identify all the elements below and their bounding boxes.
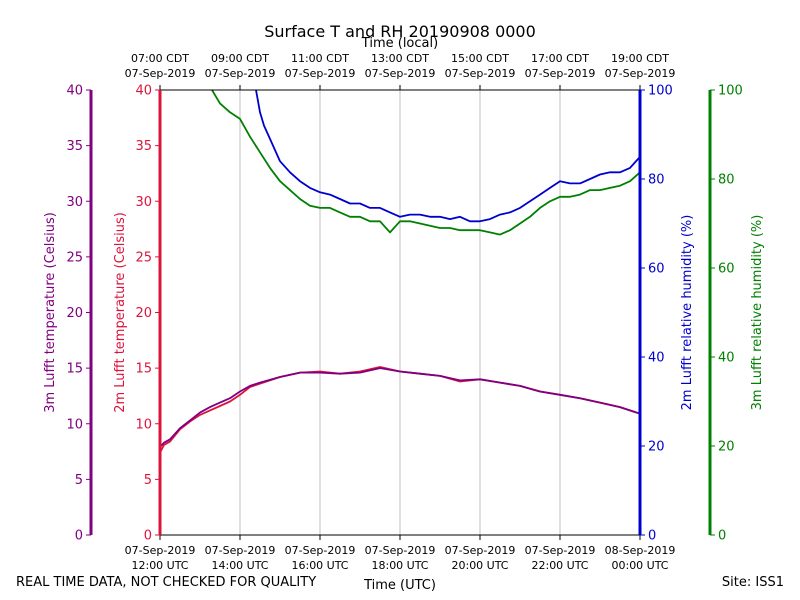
y-tick-label: 60 <box>718 262 735 277</box>
top-tick-label-time: 17:00 CDT <box>531 52 589 65</box>
y-tick-label: 35 <box>66 139 83 154</box>
top-tick-label-time: 15:00 CDT <box>451 52 509 65</box>
y-axis-label: 3m Lufft temperature (Celsius) <box>43 212 58 413</box>
x-tick-label-time: 16:00 UTC <box>291 559 348 572</box>
x-tick-label-time: 14:00 UTC <box>211 559 268 572</box>
top-axis-title: Time (local) <box>361 36 438 51</box>
y-axis-t2m: 0 5 10 15 20 25 30 35 40 2m Lufft temperature (Ce… <box>113 84 162 544</box>
y-tick-label: 25 <box>135 250 152 265</box>
y-tick-label: 0 <box>648 529 656 544</box>
x-tick-label-date: 08-Sep-2019 <box>605 544 676 557</box>
series-line-rh2m <box>255 90 640 223</box>
y-tick-label: 30 <box>135 195 152 210</box>
y-tick-label: 0 <box>75 529 83 544</box>
top-tick-label-time: 11:00 CDT <box>291 52 349 65</box>
top-tick-label-time: 07:00 CDT <box>131 52 189 65</box>
chart-title: Surface T and RH 20190908 0000 <box>264 22 536 41</box>
top-tick-label-date: 07-Sep-2019 <box>605 67 676 80</box>
x-tick-label-date: 07-Sep-2019 <box>205 544 276 557</box>
quality-disclaimer: REAL TIME DATA, NOT CHECKED FOR QUALITY <box>16 575 317 590</box>
y-tick-label: 35 <box>135 139 152 154</box>
y-tick-label: 100 <box>648 84 673 99</box>
y-tick-label: 30 <box>66 195 83 210</box>
x-tick-label-time: 20:00 UTC <box>451 559 508 572</box>
series-layer <box>160 90 640 454</box>
top-tick-label-date: 07-Sep-2019 <box>285 67 356 80</box>
x-tick-label-date: 07-Sep-2019 <box>365 544 436 557</box>
y-tick-label: 40 <box>66 84 83 99</box>
y-axis-label: 3m Lufft relative humidity (%) <box>750 215 765 411</box>
y-tick-label: 20 <box>135 306 152 321</box>
y-axis-label: 2m Lufft relative humidity (%) <box>680 215 695 411</box>
y-tick-label: 25 <box>66 250 83 265</box>
y-tick-label: 80 <box>648 173 665 188</box>
y-tick-label: 40 <box>718 351 735 366</box>
y-axis-rh2m: 0 20 40 60 80 100 2m Lufft relative humidity (… <box>638 84 695 544</box>
y-axis-rh3m: 0 20 40 60 80 100 3m Lufft relative humidity (… <box>708 84 765 544</box>
y-tick-label: 40 <box>135 84 152 99</box>
y-tick-label: 100 <box>718 84 743 99</box>
x-tick-label-time: 12:00 UTC <box>131 559 188 572</box>
x-axis-title: Time (UTC) <box>363 578 436 593</box>
x-tick-label-date: 07-Sep-2019 <box>525 544 596 557</box>
site-label: Site: ISS1 <box>721 575 784 590</box>
y-tick-label: 5 <box>75 473 83 488</box>
top-tick-label-date: 07-Sep-2019 <box>365 67 436 80</box>
top-tick-label-time: 13:00 CDT <box>371 52 429 65</box>
top-tick-label-date: 07-Sep-2019 <box>125 67 196 80</box>
grid-lines <box>239 90 561 535</box>
y-tick-label: 0 <box>718 529 726 544</box>
y-tick-label: 5 <box>144 473 152 488</box>
x-tick-label-date: 07-Sep-2019 <box>285 544 356 557</box>
series-line-rh3m <box>211 90 640 236</box>
y-axes: 0 5 10 15 20 25 30 35 40 3m Lufft temperature (Ce… <box>43 84 765 544</box>
y-tick-label: 0 <box>144 529 152 544</box>
y-tick-label: 10 <box>135 417 152 432</box>
y-tick-label: 15 <box>66 362 83 377</box>
top-tick-label-time: 09:00 CDT <box>211 52 269 65</box>
top-tick-label-date: 07-Sep-2019 <box>445 67 516 80</box>
x-tick-label-date: 07-Sep-2019 <box>445 544 516 557</box>
x-tick-label-time: 18:00 UTC <box>371 559 428 572</box>
y-tick-label: 10 <box>66 417 83 432</box>
y-tick-label: 80 <box>718 173 735 188</box>
y-axis-t3m: 0 5 10 15 20 25 30 35 40 3m Lufft temperature (Ce… <box>43 84 93 544</box>
y-axis-label: 2m Lufft temperature (Celsius) <box>113 212 128 413</box>
top-time-axis: 07:00 CDT 07-Sep-2019 09:00 CDT 07-Sep-2019… <box>125 52 676 90</box>
series-line-t3m <box>160 367 640 448</box>
top-tick-label-date: 07-Sep-2019 <box>205 67 276 80</box>
x-tick-label-time: 00:00 UTC <box>611 559 668 572</box>
y-tick-label: 40 <box>648 351 665 366</box>
y-tick-label: 60 <box>648 262 665 277</box>
y-tick-label: 15 <box>135 362 152 377</box>
y-tick-label: 20 <box>648 440 665 455</box>
top-tick-label-time: 19:00 CDT <box>611 52 669 65</box>
x-tick-label-date: 07-Sep-2019 <box>125 544 196 557</box>
bottom-time-axis: 07-Sep-2019 12:00 UTC 07-Sep-2019 14:00 UTC… <box>125 535 676 572</box>
x-tick-label-time: 22:00 UTC <box>531 559 588 572</box>
y-tick-label: 20 <box>66 306 83 321</box>
y-tick-label: 20 <box>718 440 735 455</box>
top-tick-label-date: 07-Sep-2019 <box>525 67 596 80</box>
